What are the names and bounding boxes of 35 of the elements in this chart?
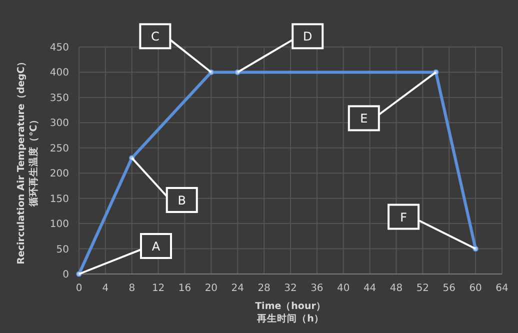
y-axis-title: Recirculation Air Temperature（degC）循环再生温度（℃） — [16, 56, 40, 264]
x-tick-label: 56 — [442, 283, 456, 294]
x-tick-label: 28 — [258, 283, 270, 294]
x-tick-label: 24 — [231, 283, 244, 294]
x-axis-title: Time（hour）再生时间（h） — [255, 301, 326, 324]
x-tick-label: 40 — [337, 283, 350, 294]
x-tick-label: 20 — [204, 283, 218, 294]
y-tick-label: 450 — [50, 42, 69, 54]
annotation: E — [360, 112, 368, 126]
y-tick-label: 50 — [56, 244, 69, 256]
x-tick-label: 60 — [469, 283, 482, 294]
x-tick-label: 44 — [363, 283, 376, 294]
annotation: D — [303, 30, 312, 44]
annotation: A — [152, 240, 161, 254]
x-tick-label: 36 — [310, 283, 324, 294]
y-tick-label: 100 — [50, 219, 69, 230]
x-tick-label: 48 — [390, 283, 403, 294]
x-tick-label: 52 — [416, 283, 430, 294]
annotation: B — [178, 193, 186, 208]
y-tick-label: 0 — [62, 270, 69, 280]
x-tick-label: 32 — [284, 283, 297, 294]
y-tick-label: 400 — [50, 68, 69, 79]
x-tick-label: 4 — [102, 283, 109, 294]
y-tick-label: 350 — [50, 92, 69, 104]
y-tick-label: 150 — [50, 194, 69, 205]
x-tick-label: 64 — [496, 283, 508, 294]
x-tick-label: 12 — [152, 283, 165, 294]
x-tick-label: 16 — [178, 283, 192, 294]
y-tick-label: 200 — [50, 168, 69, 180]
annotation: C — [150, 30, 160, 44]
y-tick-label: 250 — [50, 143, 69, 154]
y-tick-label: 300 — [50, 118, 69, 130]
annotation: F — [400, 210, 408, 224]
x-tick-label: 0 — [76, 283, 82, 294]
x-tick-label: 8 — [128, 283, 136, 294]
